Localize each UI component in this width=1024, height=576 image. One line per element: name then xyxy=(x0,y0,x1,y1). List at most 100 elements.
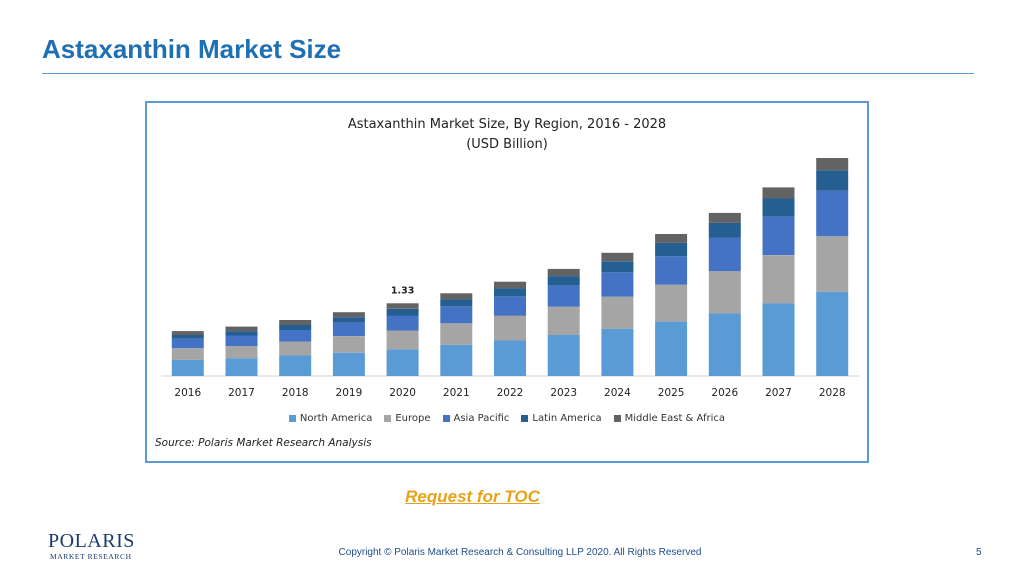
x-tick-label: 2019 xyxy=(336,387,363,399)
bar-segment-2025-2 xyxy=(655,256,688,285)
legend-swatch xyxy=(521,415,529,422)
x-tick-label: 2016 xyxy=(174,387,201,399)
bar-segment-2016-0 xyxy=(171,359,204,376)
chart-title: Astaxanthin Market Size, By Region, 2016… xyxy=(347,117,667,132)
request-toc-link[interactable]: Request for TOC xyxy=(405,487,540,506)
page-number: 5 xyxy=(976,547,982,558)
bar-segment-2020-2 xyxy=(386,315,419,331)
bar-segment-2026-4 xyxy=(708,212,741,223)
bar-segment-2024-2 xyxy=(601,272,634,297)
bar-segment-2016-3 xyxy=(171,334,204,339)
bar-segment-2018-0 xyxy=(279,355,312,376)
chart-plot: 2016 2017 2018 2019 2020 1.33 2021 2022 2023 2024… xyxy=(161,158,859,399)
bar-segment-2024-3 xyxy=(601,261,634,273)
x-tick-label: 2017 xyxy=(228,387,255,399)
bar-segment-2022-1 xyxy=(494,315,526,341)
bar-segment-2019-1 xyxy=(332,336,365,353)
bar-segment-2020-1 xyxy=(386,330,419,350)
bar-segment-2021-1 xyxy=(440,323,473,345)
bar-segment-2016-2 xyxy=(171,338,204,349)
x-tick-label: 2027 xyxy=(765,387,792,399)
legend-item: North America xyxy=(288,413,373,424)
bar-segment-2022-0 xyxy=(494,340,526,376)
bar-segment-2017-4 xyxy=(225,326,258,331)
logo-wordmark: POLARIS xyxy=(48,530,135,552)
x-tick-label: 2025 xyxy=(658,387,685,399)
bar-segment-2019-2 xyxy=(332,322,365,336)
legend-label: Latin America xyxy=(532,413,602,424)
bar-segment-2020-3 xyxy=(386,308,419,316)
bar-segment-2025-3 xyxy=(655,242,688,257)
bar-segment-2027-0 xyxy=(762,303,795,376)
bar-segment-2026-2 xyxy=(708,237,741,272)
bar-segment-2022-4 xyxy=(494,281,526,289)
legend-swatch xyxy=(442,415,450,422)
bar-segment-2021-2 xyxy=(440,306,473,324)
x-tick-label: 2026 xyxy=(711,387,738,399)
bar-segment-2023-0 xyxy=(547,334,580,376)
bar-segment-2022-3 xyxy=(494,288,526,297)
bar-segment-2026-3 xyxy=(708,222,741,238)
bar-segment-2016-1 xyxy=(171,348,204,360)
x-tick-label: 2028 xyxy=(819,387,846,399)
bar-segment-2019-3 xyxy=(332,317,365,323)
legend-item: Europe xyxy=(384,413,431,424)
bar-segment-2028-0 xyxy=(816,291,849,376)
chart-source: Source: Polaris Market Research Analysis xyxy=(155,437,372,449)
bar-segment-2017-1 xyxy=(225,346,258,359)
bar-segment-2020-4 xyxy=(386,303,419,309)
legend-item: Asia Pacific xyxy=(442,413,510,424)
bar-segment-2023-1 xyxy=(547,306,580,335)
bar-segment-2018-1 xyxy=(279,341,312,356)
bar-segment-2023-4 xyxy=(547,268,580,277)
bar-segment-2016-4 xyxy=(171,331,204,335)
x-tick-label: 2022 xyxy=(497,387,524,399)
footer-copyright: Copyright © Polaris Market Research & Co… xyxy=(338,547,702,558)
logo-subtitle: MARKET RESEARCH xyxy=(50,552,132,561)
polaris-logo: POLARIS MARKET RESEARCH xyxy=(48,530,138,564)
legend-item: Middle East & Africa xyxy=(613,413,726,424)
bar-segment-2025-0 xyxy=(655,321,688,376)
legend-label: Europe xyxy=(395,413,431,424)
bar-segment-2025-4 xyxy=(655,234,688,243)
bar-segment-2027-2 xyxy=(762,216,795,255)
bar-segment-2023-3 xyxy=(547,276,580,286)
legend-label: North America xyxy=(299,413,373,424)
chart-subtitle: (USD Billion) xyxy=(466,137,548,152)
bar-segment-2024-4 xyxy=(601,252,634,262)
bar-segment-2021-3 xyxy=(440,299,473,307)
legend-swatch xyxy=(288,415,296,422)
bar-segment-2028-3 xyxy=(816,170,849,191)
bar-segment-2017-2 xyxy=(225,335,258,346)
bar-segment-2019-4 xyxy=(332,312,365,318)
legend-label: Middle East & Africa xyxy=(624,413,726,424)
bar-segment-2023-2 xyxy=(547,285,580,307)
bar-segment-2028-4 xyxy=(816,158,849,171)
chart-frame: Astaxanthin Market Size, By Region, 2016… xyxy=(145,101,869,463)
legend-item: Latin America xyxy=(521,413,602,424)
bar-segment-2019-0 xyxy=(332,352,365,376)
legend-swatch xyxy=(613,415,621,422)
x-tick-label: 2020 xyxy=(389,387,416,399)
bar-segment-2017-0 xyxy=(225,358,258,376)
data-label-2020: 1.33 xyxy=(391,285,414,296)
chart-legend: North America Europe Asia Pacific Latin Ame… xyxy=(147,413,867,424)
x-tick-label: 2023 xyxy=(550,387,577,399)
bar-segment-2018-4 xyxy=(279,320,312,325)
bar-segment-2020-0 xyxy=(386,349,419,376)
bar-segment-2018-3 xyxy=(279,325,312,330)
bar-segment-2022-2 xyxy=(494,296,526,316)
x-tick-label: 2024 xyxy=(604,387,631,399)
x-tick-label: 2021 xyxy=(443,387,470,399)
bar-segment-2028-2 xyxy=(816,190,849,237)
x-tick-label: 2018 xyxy=(282,387,309,399)
slide-title: Astaxanthin Market Size xyxy=(42,34,342,64)
bar-segment-2026-1 xyxy=(708,271,741,314)
bar-segment-2027-3 xyxy=(762,198,795,217)
legend-swatch xyxy=(384,415,392,422)
legend-label: Asia Pacific xyxy=(453,413,510,424)
bar-segment-2024-0 xyxy=(601,328,634,376)
bar-segment-2024-1 xyxy=(601,296,634,329)
title-divider xyxy=(42,73,974,74)
bar-segment-2027-1 xyxy=(762,255,795,304)
